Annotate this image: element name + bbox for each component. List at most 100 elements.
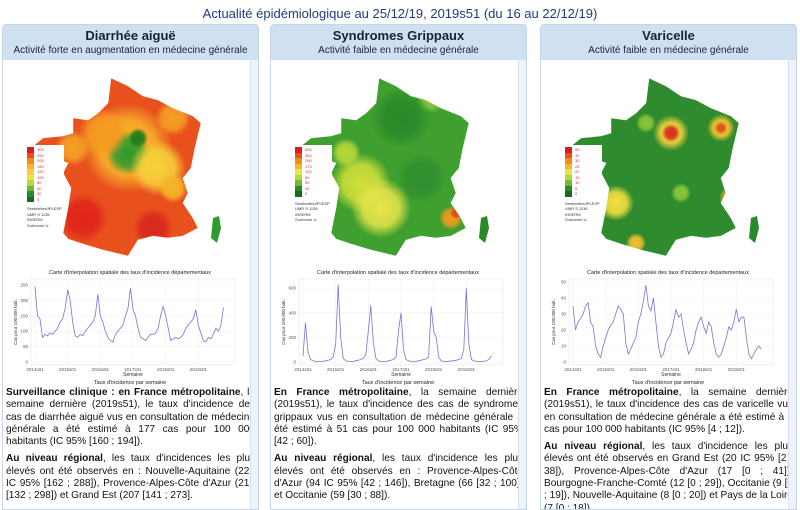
x-tick-label: 2015s01 xyxy=(327,367,345,372)
panel-varicelle: Varicelle Activité faible en médecine gé… xyxy=(540,24,797,510)
panel-syndromes-grippaux: Syndromes Grippaux Activité faible en mé… xyxy=(270,24,527,510)
legend-label: 250 xyxy=(37,152,44,158)
legend-label: 40 xyxy=(575,152,580,158)
panel-text: En France métropolitaine, la semaine der… xyxy=(541,385,796,510)
regional-summary-heading: Au niveau régional xyxy=(6,453,103,465)
panel-header: Varicelle Activité faible en médecine gé… xyxy=(541,25,796,60)
national-summary: En France métropolitaine, la semaine der… xyxy=(274,387,523,448)
legend-note: Sorbonne U. xyxy=(565,217,588,222)
legend-note: Sorbonne U. xyxy=(295,217,318,222)
incidence-chart: Carte d'interpolation spatiale des taux … xyxy=(3,265,258,385)
incidence-map[interactable]: 300 250 200 150 120 100 80 50 30 0 Sentinelles/IPL… xyxy=(3,60,258,265)
legend-label: 250 xyxy=(305,158,312,163)
legend-note: UMR S 1136 xyxy=(295,206,318,211)
national-summary: Surveillance clinique : en France métrop… xyxy=(6,387,255,448)
x-tick-label: 2016s01 xyxy=(92,367,110,372)
legend-label: 200 xyxy=(37,158,44,163)
panel-title[interactable]: Syndromes Grippaux xyxy=(332,28,465,43)
y-tick-label: 0 xyxy=(293,360,296,365)
regional-summary: Au niveau régional, les taux d'incidence… xyxy=(274,453,523,502)
scrollbar[interactable] xyxy=(788,60,796,509)
legend-note: UMR S 1136 xyxy=(27,211,50,217)
legend-label: 0 xyxy=(37,196,40,202)
legend-note: UMR S 1136 xyxy=(565,206,588,211)
national-summary-text: , la semaine dernière (2019s51), le taux… xyxy=(6,387,255,448)
x-tick-label: 2014s01 xyxy=(294,367,312,372)
y-tick-label: 30 xyxy=(561,312,567,317)
incidence-map[interactable]: 500 350 250 170 120 80 50 30 0 Sentinelles/IPLESP… xyxy=(271,60,526,265)
y-axis-label: Cas pour 100,000 hab. xyxy=(551,299,556,345)
legend-note: INSERM xyxy=(565,211,581,217)
legend-swatch xyxy=(565,152,572,158)
x-axis-label: Semaine xyxy=(661,372,681,378)
legend-label: 100 xyxy=(37,174,44,180)
national-summary-text: , la semaine dernière (2019s51), le taux… xyxy=(544,387,793,435)
regional-summary-text: , les taux d'incidences les plus élevés … xyxy=(6,453,255,502)
legend-label: 15 xyxy=(575,174,580,180)
legend-label: 120 xyxy=(305,169,312,174)
regional-summary: Au niveau régional, les taux d'incidence… xyxy=(6,453,255,502)
incidence-chart: Carte d'interpolation spatiale des taux … xyxy=(271,265,526,385)
legend-note: INSERM xyxy=(27,217,43,222)
national-summary-heading: Surveillance clinique : en France métrop… xyxy=(6,387,241,398)
incidence-chart: Carte d'interpolation spatiale des taux … xyxy=(541,265,796,385)
legend-label: 300 xyxy=(37,147,44,152)
panel-header: Diarrhée aiguë Activité forte en augment… xyxy=(3,25,258,60)
legend-label: 500 xyxy=(305,147,312,152)
legend-label: 150 xyxy=(37,163,44,169)
chart-subcaption: Taux d'incidence par semaine xyxy=(632,380,704,385)
legend-label: 170 xyxy=(305,163,312,169)
y-tick-label: 50 xyxy=(23,344,29,349)
y-tick-label: 0 xyxy=(563,360,566,365)
legend-swatch xyxy=(27,196,34,202)
x-axis-label: Semaine xyxy=(123,372,143,378)
france-map xyxy=(570,77,759,257)
legend-label: 80 xyxy=(37,180,42,185)
legend-label: 80 xyxy=(305,174,310,180)
legend-label: 50 xyxy=(37,185,42,191)
scrollbar[interactable] xyxy=(250,60,258,509)
panel-header: Syndromes Grippaux Activité faible en mé… xyxy=(271,25,526,60)
x-tick-label: 2017s01 xyxy=(662,367,680,372)
x-tick-label: 2018s01 xyxy=(695,367,713,372)
panel-subtitle: Activité faible en médecine générale xyxy=(588,45,749,56)
scrollbar[interactable] xyxy=(518,60,526,509)
legend-swatch xyxy=(565,158,572,164)
incidence-series-line xyxy=(572,285,762,360)
y-tick-label: 250 xyxy=(20,283,28,288)
weekly-incidence-chart: Carte d'interpolation spatiale des taux … xyxy=(13,270,236,385)
y-axis-label: Cas pour 100,000 hab. xyxy=(281,299,286,345)
x-tick-label: 2019s01 xyxy=(190,367,208,372)
legend-swatch xyxy=(295,191,302,197)
panel-title[interactable]: Diarrhée aiguë xyxy=(85,28,176,43)
panel-text: En France métropolitaine, la semaine der… xyxy=(271,385,526,509)
legend-label: 0 xyxy=(575,191,578,196)
legend-swatch xyxy=(295,169,302,175)
legend-note: INSERM xyxy=(295,211,311,217)
map-legend: 300 250 200 150 120 100 80 50 30 0 Sentinelles/IPL… xyxy=(25,145,64,230)
x-tick-label: 2014s01 xyxy=(564,367,582,372)
regional-summary-heading: Au niveau régional xyxy=(544,441,643,453)
incidence-map[interactable]: 50 40 30 25 20 15 10 5 0 Sentinelles/IPLESP UMR S … xyxy=(541,60,796,265)
legend-label: 30 xyxy=(37,191,42,196)
legend-swatch xyxy=(565,180,572,186)
legend-swatch xyxy=(27,191,34,197)
legend-label: 10 xyxy=(575,180,580,185)
chart-subcaption: Taux d'incidence par semaine xyxy=(362,380,434,385)
regional-summary-text: , les taux d'incidence les plus élevés o… xyxy=(274,453,523,502)
legend-swatch xyxy=(295,174,302,180)
corsica-shape xyxy=(749,216,759,243)
national-summary-heading: En France métropolitaine xyxy=(274,387,409,398)
corsica-shape xyxy=(211,216,221,243)
legend-swatch xyxy=(27,147,34,153)
panel-title[interactable]: Varicelle xyxy=(642,28,695,43)
legend-swatch xyxy=(295,163,302,169)
legend-swatch xyxy=(27,169,34,175)
regional-summary-text: , les taux d'incidence les plus élevés o… xyxy=(544,441,793,510)
y-tick-label: 200 xyxy=(288,335,296,340)
legend-swatch xyxy=(27,180,34,186)
legend-swatch xyxy=(27,152,34,158)
national-summary-heading: En France métropolitaine xyxy=(544,387,679,398)
legend-swatch xyxy=(295,152,302,158)
france-map xyxy=(32,77,221,257)
